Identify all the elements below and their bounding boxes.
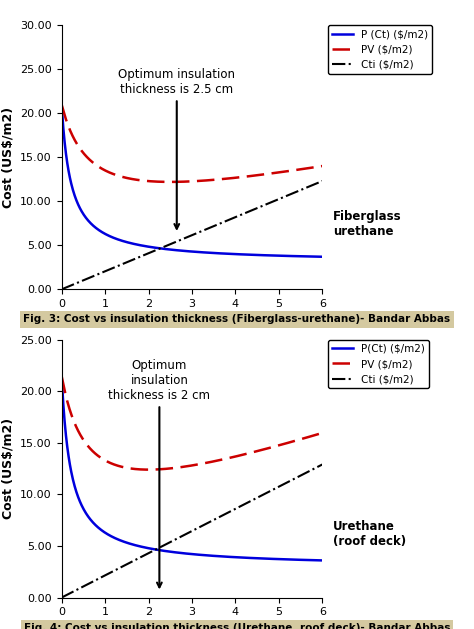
Cti ($/m2) [255,494,261,501]
X-axis label: Insulation Thickness (cm): Insulation Thickness (cm) [102,314,282,328]
P(Ct) ($/m2) [319,557,325,564]
PV ($/m2) [126,175,131,182]
P(Ct) ($/m2) [212,552,218,560]
P (Ct) ($/m2) [233,250,238,258]
PV ($/m2) [168,178,173,186]
PV ($/m2) [105,458,110,465]
PV ($/m2) [255,171,261,179]
PV ($/m2) [177,464,183,471]
PV ($/m2) [146,466,152,474]
Line: PV ($/m2): PV ($/m2) [62,104,322,182]
PV ($/m2) [213,457,219,465]
Line: Cti ($/m2): Cti ($/m2) [62,464,322,598]
Cti ($/m2) [212,222,218,230]
P (Ct) ($/m2) [126,239,131,247]
Text: Fiberglass
urethane: Fiberglass urethane [333,210,401,238]
Text: Optimum insulation
thickness is 2.5 cm: Optimum insulation thickness is 2.5 cm [118,67,235,229]
PV ($/m2) [233,453,239,460]
PV ($/m2) [105,168,110,175]
Legend: P (Ct) ($/m2), PV ($/m2), Cti ($/m2): P (Ct) ($/m2), PV ($/m2), Cti ($/m2) [328,25,432,74]
P(Ct) ($/m2) [177,549,182,557]
Y-axis label: Cost (US$/m2): Cost (US$/m2) [1,107,15,208]
PV ($/m2) [319,162,325,170]
Cti ($/m2) [59,286,64,293]
PV ($/m2) [233,174,239,181]
Cti ($/m2) [105,571,110,578]
P (Ct) ($/m2) [177,247,182,254]
Cti ($/m2) [105,267,110,274]
Line: Cti ($/m2): Cti ($/m2) [62,181,322,289]
Cti ($/m2) [233,213,238,221]
PV ($/m2) [213,176,219,184]
PV ($/m2) [177,178,183,186]
Cti ($/m2) [319,177,325,185]
PV ($/m2) [59,372,64,380]
Cti ($/m2) [255,204,261,211]
P (Ct) ($/m2) [59,101,64,109]
P(Ct) ($/m2) [126,540,131,547]
P (Ct) ($/m2) [212,249,218,257]
P (Ct) ($/m2) [255,251,261,259]
Cti ($/m2) [233,505,238,513]
Cti ($/m2) [212,515,218,523]
PV ($/m2) [255,447,261,455]
Cti ($/m2) [126,560,131,567]
Text: Fig. 3: Cost vs insulation thickness (Fiberglass-urethane)- Bandar Abbas: Fig. 3: Cost vs insulation thickness (Fi… [23,314,451,325]
Legend: P(Ct) ($/m2), PV ($/m2), Cti ($/m2): P(Ct) ($/m2), PV ($/m2), Cti ($/m2) [328,340,429,389]
PV ($/m2) [319,429,325,437]
Cti ($/m2) [177,533,182,541]
Y-axis label: Cost (US$/m2): Cost (US$/m2) [1,418,15,519]
Text: Fig. 4: Cost vs insulation thickness (Urethane, roof deck)- Bandar Abbas: Fig. 4: Cost vs insulation thickness (Ur… [24,623,450,629]
Text: Optimum
insulation
thickness is 2 cm: Optimum insulation thickness is 2 cm [109,359,210,587]
Text: Urethane
(roof deck): Urethane (roof deck) [333,520,406,548]
PV ($/m2) [126,464,131,472]
Cti ($/m2) [126,258,131,265]
Cti ($/m2) [59,594,64,601]
P(Ct) ($/m2) [233,554,238,561]
PV ($/m2) [59,101,64,108]
Line: P (Ct) ($/m2): P (Ct) ($/m2) [62,105,322,257]
P(Ct) ($/m2) [255,555,261,562]
P (Ct) ($/m2) [105,231,110,239]
P(Ct) ($/m2) [59,373,64,381]
P(Ct) ($/m2) [105,530,110,538]
Line: P(Ct) ($/m2): P(Ct) ($/m2) [62,377,322,560]
P (Ct) ($/m2) [319,253,325,260]
Cti ($/m2) [319,460,325,468]
X-axis label: Insulation Thickness (cm): Insulation Thickness (cm) [102,623,282,629]
Line: PV ($/m2): PV ($/m2) [62,376,322,470]
Cti ($/m2) [177,237,182,244]
